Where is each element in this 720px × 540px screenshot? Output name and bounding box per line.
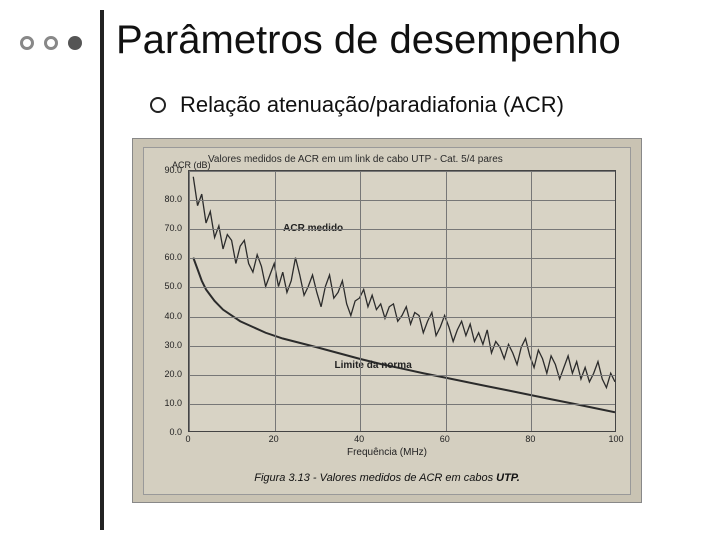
gridline-v bbox=[531, 171, 532, 431]
limit-curve bbox=[193, 258, 615, 413]
ytick-label: 10.0 bbox=[164, 398, 182, 408]
label-limite-norma: Limite da norma bbox=[335, 360, 412, 371]
figure-paper: ACR (dB) Valores medidos de ACR em um li… bbox=[143, 147, 631, 495]
vertical-rule bbox=[100, 10, 104, 530]
figure-caption: Figura 3.13 - Valores medidos de ACR em … bbox=[144, 472, 630, 484]
ytick-label: 0.0 bbox=[169, 427, 182, 437]
bullet-row: Relação atenuação/paradiafonia (ACR) bbox=[150, 92, 564, 118]
dot-1 bbox=[20, 36, 34, 50]
gridline-h bbox=[189, 200, 615, 201]
measured-curve bbox=[193, 177, 615, 388]
ytick-label: 90.0 bbox=[164, 165, 182, 175]
xtick-label: 60 bbox=[440, 434, 450, 444]
ytick-label: 20.0 bbox=[164, 369, 182, 379]
xtick-label: 0 bbox=[185, 434, 190, 444]
chart-title-text: Valores medidos de ACR em um link de cab… bbox=[208, 154, 503, 165]
hollow-bullet-icon bbox=[150, 97, 166, 113]
gridline-h bbox=[189, 317, 615, 318]
chart-top-title: ACR (dB) Valores medidos de ACR em um li… bbox=[160, 154, 503, 165]
caption-bold: UTP. bbox=[496, 472, 520, 484]
gridline-v bbox=[446, 171, 447, 431]
figure-container: ACR (dB) Valores medidos de ACR em um li… bbox=[132, 138, 642, 503]
dot-3 bbox=[68, 36, 82, 50]
caption-prefix: Figura 3.13 - Valores medidos de ACR em … bbox=[254, 472, 496, 484]
ytick-label: 80.0 bbox=[164, 194, 182, 204]
xtick-label: 100 bbox=[608, 434, 623, 444]
side-dots bbox=[20, 36, 82, 50]
ytick-label: 70.0 bbox=[164, 223, 182, 233]
gridline-v bbox=[275, 171, 276, 431]
xtick-label: 40 bbox=[354, 434, 364, 444]
xtick-label: 20 bbox=[269, 434, 279, 444]
gridline-v bbox=[189, 171, 190, 431]
plot-area: ACR medido Limite da norma bbox=[188, 170, 616, 432]
ytick-label: 60.0 bbox=[164, 252, 182, 262]
gridline-h bbox=[189, 258, 615, 259]
curves-svg bbox=[189, 171, 615, 431]
gridline-h bbox=[189, 171, 615, 172]
gridline-v bbox=[360, 171, 361, 431]
gridline-h bbox=[189, 229, 615, 230]
gridline-h bbox=[189, 404, 615, 405]
x-axis-title: Frequência (MHz) bbox=[144, 447, 630, 458]
ytick-label: 50.0 bbox=[164, 281, 182, 291]
gridline-h bbox=[189, 346, 615, 347]
bullet-text: Relação atenuação/paradiafonia (ACR) bbox=[180, 92, 564, 118]
ytick-label: 30.0 bbox=[164, 340, 182, 350]
slide-root: Parâmetros de desempenho Relação atenuaç… bbox=[0, 0, 720, 540]
gridline-h bbox=[189, 375, 615, 376]
gridline-h bbox=[189, 287, 615, 288]
dot-2 bbox=[44, 36, 58, 50]
page-title: Parâmetros de desempenho bbox=[116, 18, 621, 63]
xtick-label: 80 bbox=[525, 434, 535, 444]
ytick-label: 40.0 bbox=[164, 311, 182, 321]
